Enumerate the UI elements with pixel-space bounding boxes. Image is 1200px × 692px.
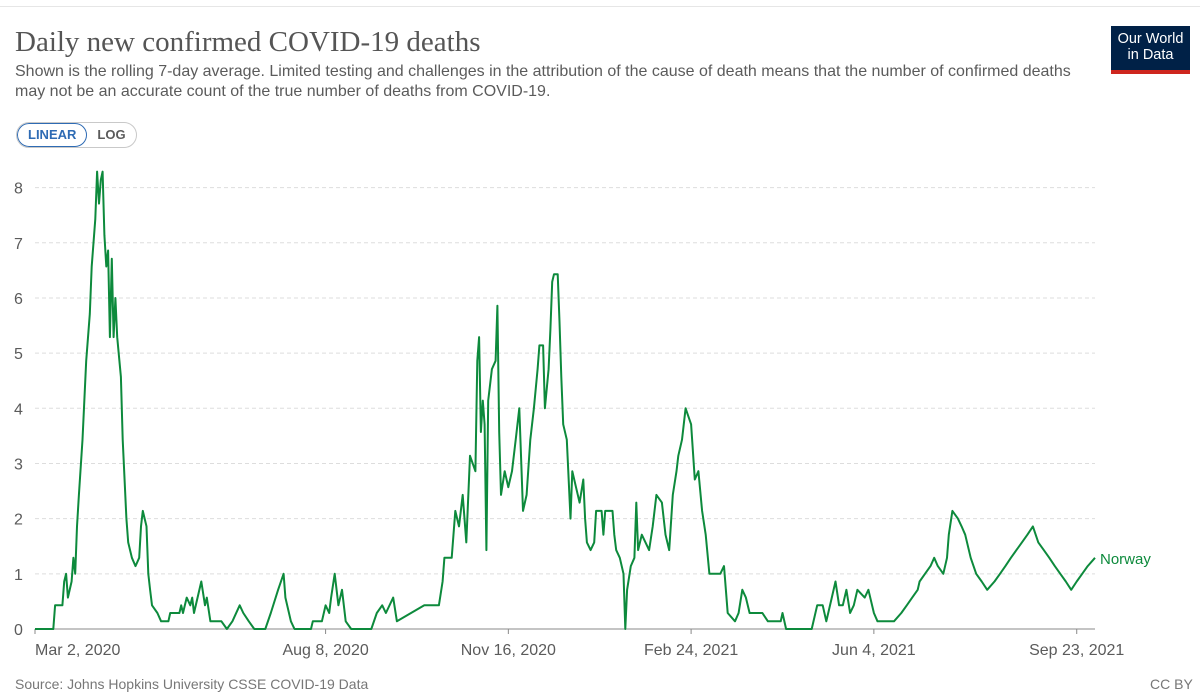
y-tick-label: 7: [14, 236, 23, 253]
x-tick-label: Aug 8, 2020: [282, 642, 368, 659]
log-scale-button[interactable]: LOG: [97, 127, 126, 142]
license-note[interactable]: CC BY: [1150, 676, 1193, 692]
chart-subtitle: Shown is the rolling 7-day average. Limi…: [15, 63, 1071, 100]
y-tick-label: 8: [14, 181, 23, 198]
x-tick-label: Feb 24, 2021: [644, 642, 738, 659]
logo-red-bar: [1111, 70, 1190, 74]
owid-logo[interactable]: Our World in Data: [1111, 26, 1190, 74]
y-tick-label: 4: [14, 401, 23, 418]
series-label-norway: Norway: [1100, 551, 1151, 568]
x-tick-label: Nov 16, 2020: [461, 642, 556, 659]
y-tick-label: 6: [14, 291, 23, 308]
y-tick-label: 5: [14, 346, 23, 363]
x-tick-label: Sep 23, 2021: [1029, 642, 1124, 659]
series-line-norway: [35, 170, 1096, 630]
source-note[interactable]: Source: Johns Hopkins University CSSE CO…: [15, 676, 369, 692]
y-tick-label: 3: [14, 456, 23, 473]
y-tick-label: 0: [14, 622, 23, 639]
x-tick-label: Mar 2, 2020: [35, 642, 120, 659]
y-tick-label: 1: [14, 567, 23, 584]
chart-title: Daily new confirmed COVID-19 deaths: [15, 26, 481, 58]
y-tick-label: 2: [14, 512, 23, 529]
logo-line-1: Our World: [1117, 31, 1184, 47]
scale-toggle: LINEAR LOG: [16, 122, 137, 148]
top-divider: [0, 6, 1200, 7]
linear-scale-button[interactable]: LINEAR: [17, 123, 88, 147]
logo-line-2: in Data: [1127, 47, 1174, 63]
x-tick-label: Jun 4, 2021: [832, 642, 916, 659]
